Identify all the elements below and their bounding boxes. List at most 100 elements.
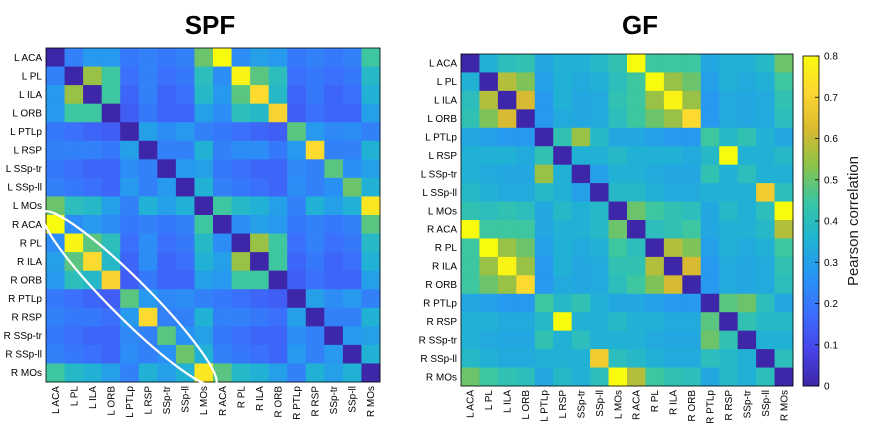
- colorbar-segment: [803, 56, 819, 60]
- spf-cell-14-10: [231, 307, 251, 327]
- gf-cell-14-17: [774, 312, 794, 332]
- gf-cell-13-9: [627, 293, 646, 313]
- gf-cell-0-4: [534, 54, 554, 73]
- gf-cell-0-15: [737, 54, 757, 73]
- spf-cell-15-5: [138, 326, 158, 346]
- colorbar-label: Pearson correlation: [845, 156, 862, 286]
- spf-cell-1-0: [46, 66, 65, 86]
- spf-cell-2-4: [120, 85, 140, 105]
- gf-cell-10-17: [774, 238, 794, 258]
- spf-cell-16-14: [305, 344, 325, 364]
- gf-cell-12-14: [719, 275, 739, 295]
- gf-cell-4-1: [479, 127, 499, 147]
- spf-cell-6-12: [268, 159, 288, 179]
- spf-cell-9-13: [287, 215, 307, 234]
- gf-cell-1-10: [645, 72, 665, 92]
- gf-cell-9-0: [461, 220, 480, 239]
- spf-cell-5-8: [194, 140, 214, 160]
- gf-cell-1-0: [461, 72, 480, 92]
- spf-cell-2-15: [324, 85, 344, 105]
- spf-cell-10-14: [305, 233, 325, 253]
- gf-cell-14-15: [737, 312, 757, 332]
- gf-cell-6-1: [479, 164, 499, 184]
- gf-cell-13-0: [461, 293, 480, 313]
- gf-cell-6-10: [645, 164, 665, 184]
- spf-cell-9-12: [268, 215, 288, 234]
- gf-cell-2-4: [534, 90, 554, 110]
- colorbar-segment: [803, 375, 819, 379]
- gf-cell-8-12: [682, 201, 702, 221]
- colorbar-segment: [803, 314, 819, 318]
- gf-cell-2-14: [719, 90, 739, 110]
- spf-cell-17-11: [250, 363, 270, 383]
- gf-cell-17-16: [756, 367, 775, 387]
- spf-cell-4-6: [157, 122, 177, 142]
- gf-cell-6-2: [497, 164, 517, 184]
- spf-cell-1-2: [83, 66, 103, 86]
- spf-cell-15-4: [120, 326, 140, 346]
- gf-cell-16-11: [663, 349, 683, 368]
- gf-cell-3-2: [497, 109, 517, 129]
- gf-cell-8-5: [553, 201, 573, 221]
- colorbar-segment: [803, 383, 819, 387]
- colorbar-segment: [803, 94, 819, 98]
- spf-cell-5-7: [175, 140, 195, 160]
- gf-cell-0-8: [608, 54, 628, 73]
- gf-cell-5-0: [461, 146, 480, 166]
- colorbar-segment: [803, 273, 819, 277]
- gf-cell-1-1: [479, 72, 499, 92]
- gf-cell-15-8: [608, 330, 628, 350]
- spf-x-tick-label: L ILA: [88, 386, 99, 409]
- spf-cell-8-11: [250, 196, 270, 216]
- spf-cell-13-13: [287, 289, 307, 309]
- spf-cell-17-14: [305, 363, 325, 383]
- gf-cell-16-15: [737, 349, 757, 368]
- colorbar-segment: [803, 155, 819, 159]
- gf-cell-1-16: [756, 72, 775, 92]
- spf-x-tick-label: L ACA: [51, 386, 62, 414]
- spf-y-tick-label: L SSp-tr: [6, 164, 43, 175]
- gf-cell-2-5: [553, 90, 573, 110]
- colorbar-segment: [803, 177, 819, 181]
- gf-cell-13-14: [719, 293, 739, 313]
- spf-cell-3-3: [101, 103, 121, 123]
- spf-cell-16-15: [324, 344, 344, 364]
- spf-cell-1-14: [305, 66, 325, 86]
- spf-y-tick-label: R ACA: [12, 220, 42, 231]
- spf-cell-7-6: [157, 177, 177, 197]
- spf-cell-13-0: [46, 289, 65, 309]
- spf-cell-5-0: [46, 140, 65, 160]
- gf-cell-3-3: [516, 109, 536, 129]
- gf-cell-15-3: [516, 330, 536, 350]
- spf-cell-4-11: [250, 122, 270, 142]
- spf-cell-0-14: [305, 48, 325, 67]
- gf-cell-12-12: [682, 275, 702, 295]
- gf-cell-7-4: [534, 183, 554, 202]
- spf-cell-12-14: [305, 270, 325, 290]
- spf-cell-9-6: [157, 215, 177, 234]
- spf-cell-14-16: [342, 307, 362, 327]
- spf-cell-1-3: [101, 66, 121, 86]
- colorbar-segment: [803, 278, 819, 282]
- colorbar-segment: [803, 234, 819, 238]
- spf-cell-2-9: [213, 85, 232, 105]
- colorbar-segment: [803, 229, 819, 233]
- spf-cell-5-11: [250, 140, 270, 160]
- colorbar-segment: [803, 163, 819, 167]
- spf-cell-6-0: [46, 159, 65, 179]
- gf-cell-12-16: [756, 275, 775, 295]
- gf-cell-11-4: [534, 256, 554, 276]
- spf-cell-12-0: [46, 270, 65, 290]
- spf-cell-8-13: [287, 196, 307, 216]
- gf-cell-17-8: [608, 367, 628, 387]
- spf-y-tick-label: R SSp-ll: [5, 350, 42, 361]
- gf-cell-8-11: [663, 201, 683, 221]
- spf-cell-5-3: [101, 140, 121, 160]
- colorbar-segment: [803, 174, 819, 178]
- gf-cell-3-12: [682, 109, 702, 129]
- spf-cell-15-8: [194, 326, 214, 346]
- gf-cell-5-5: [553, 146, 573, 166]
- spf-cell-0-17: [361, 48, 381, 67]
- spf-cell-13-11: [250, 289, 270, 309]
- spf-cell-14-3: [101, 307, 121, 327]
